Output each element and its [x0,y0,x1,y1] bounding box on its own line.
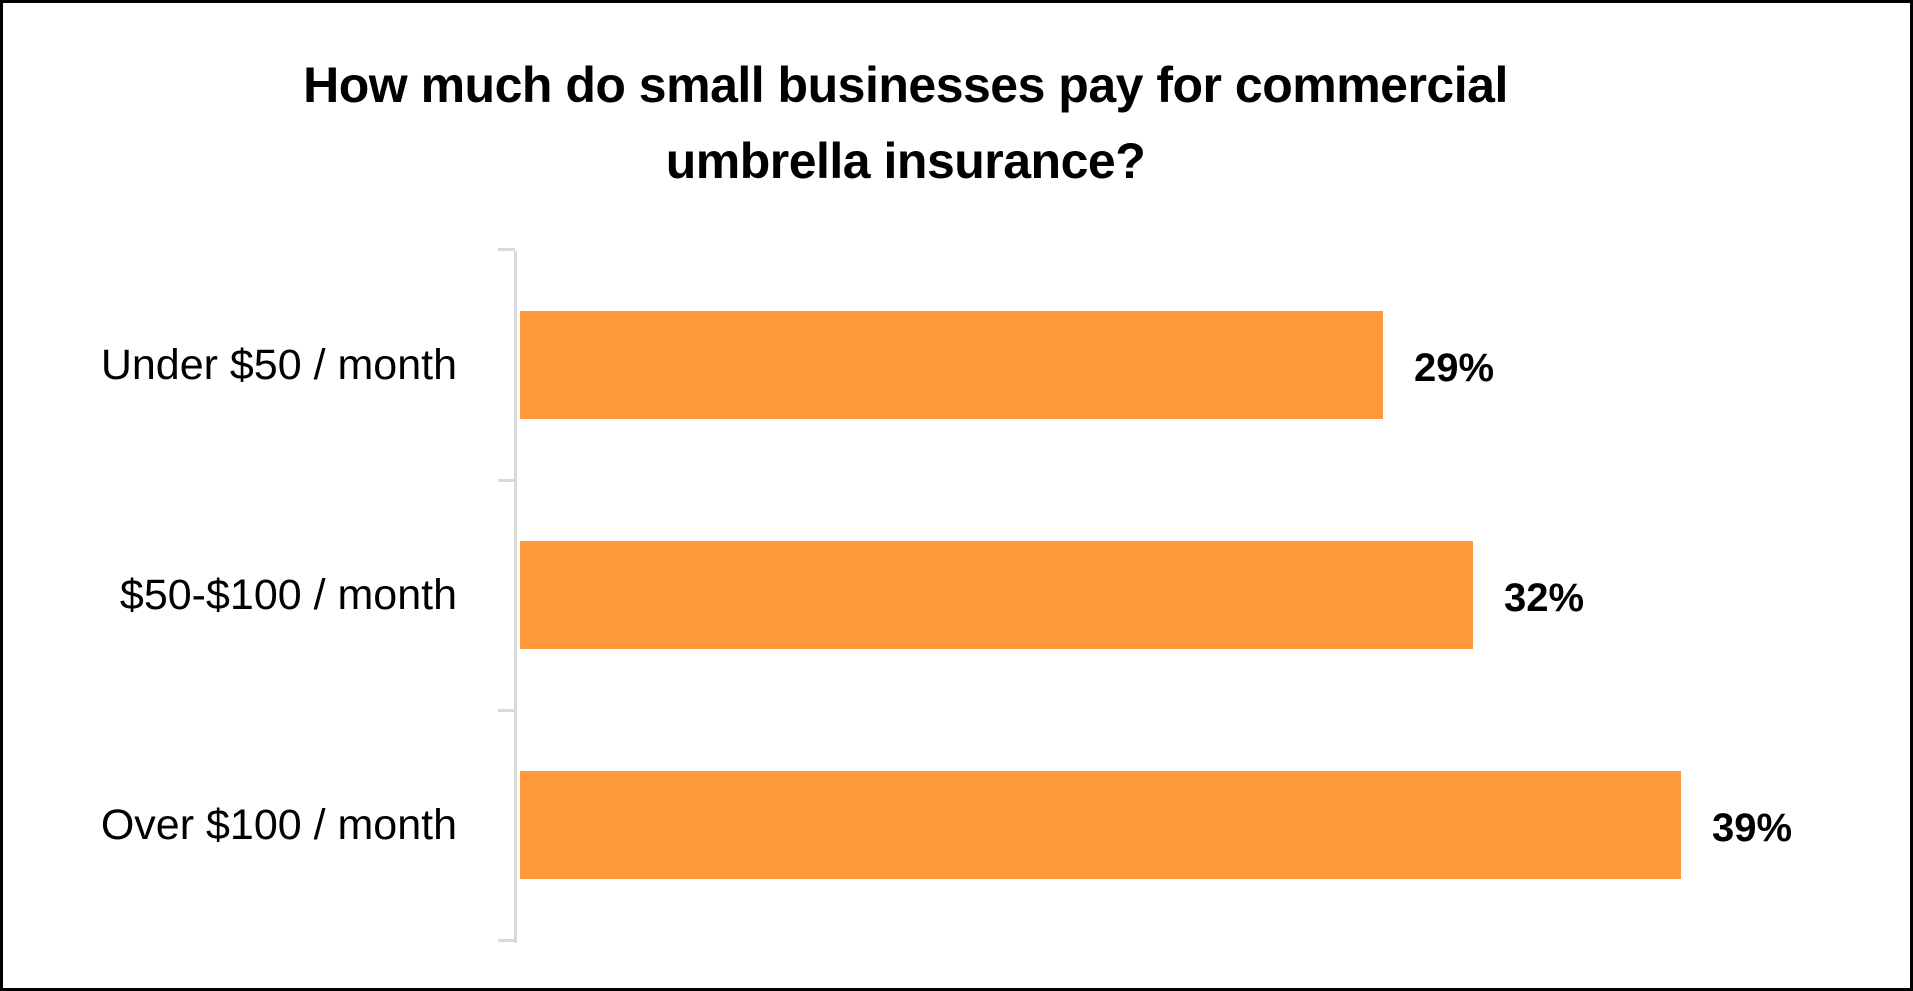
value-label-50-100: 32% [1504,576,1585,620]
bar-over-100 [520,771,1681,879]
axis-tick [498,248,515,251]
chart-title: How much do small businesses pay for com… [3,47,1808,199]
bar-under-50 [520,311,1383,419]
chart-title-line-1: How much do small businesses pay for com… [303,57,1508,113]
category-label-50-100: $50-$100 / month [119,571,457,619]
axis-tick [498,709,515,712]
value-label-over-100: 39% [1712,806,1793,850]
chart-title-line-2: umbrella insurance? [665,133,1146,189]
category-label-over-100: Over $100 / month [100,801,457,849]
axis-tick [498,939,515,942]
category-label-under-50: Under $50 / month [100,341,457,389]
category-axis-line [514,251,517,943]
value-label-under-50: 29% [1414,346,1495,390]
bar-50-100 [520,541,1473,649]
axis-tick [498,479,515,482]
